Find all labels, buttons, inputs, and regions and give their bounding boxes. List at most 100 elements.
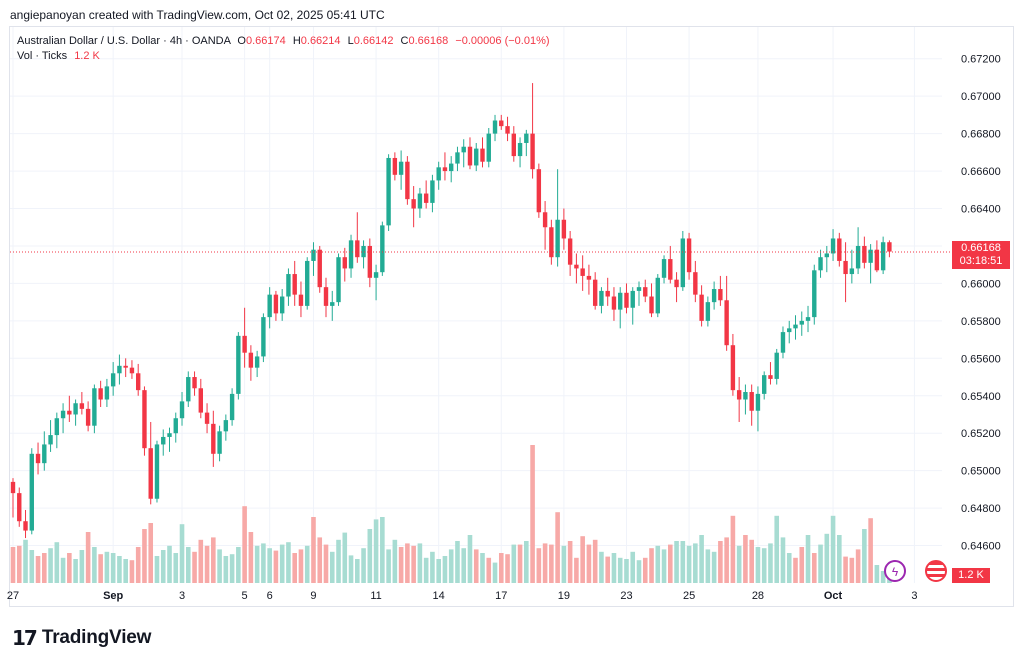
candle-body bbox=[411, 199, 416, 209]
candle-body bbox=[661, 259, 667, 278]
candle-body bbox=[780, 332, 786, 353]
volume-value: 1.2 K bbox=[74, 50, 100, 62]
volume-bar bbox=[661, 549, 667, 583]
volume-bar bbox=[386, 549, 391, 583]
candle bbox=[204, 403, 210, 434]
volume-bar bbox=[473, 549, 479, 583]
volume-bar bbox=[693, 543, 698, 583]
volume-bar bbox=[160, 550, 166, 583]
candle bbox=[686, 232, 692, 280]
us-flag-icon[interactable] bbox=[925, 560, 947, 582]
grid bbox=[10, 27, 942, 583]
volume-bar bbox=[761, 548, 767, 583]
tradingview-logo: 17 TradingView bbox=[12, 626, 151, 650]
volume-bar bbox=[605, 556, 610, 583]
volume-bar bbox=[492, 562, 498, 583]
volume-label: Vol · Ticks bbox=[17, 50, 68, 62]
candle-body bbox=[42, 444, 47, 464]
candle-body bbox=[248, 352, 254, 368]
volume-bar bbox=[567, 541, 573, 583]
chart-frame[interactable] bbox=[9, 26, 1014, 607]
time-axis[interactable]: 27 Sep 3 5 6 9 11 14 17 19 23 25 28 Oct 3 bbox=[7, 590, 918, 602]
volume-bar bbox=[824, 533, 830, 583]
candle bbox=[417, 187, 423, 218]
candle-body bbox=[417, 193, 423, 209]
candle-body bbox=[217, 431, 222, 454]
volume-bar bbox=[248, 532, 254, 583]
time-tick-label: 11 bbox=[370, 590, 381, 602]
candle bbox=[217, 425, 222, 462]
volume-bar bbox=[85, 532, 91, 583]
candle bbox=[380, 221, 385, 276]
candle-body bbox=[605, 290, 610, 297]
candle-body bbox=[67, 410, 72, 415]
candle bbox=[805, 305, 811, 333]
volume-bar bbox=[837, 535, 842, 583]
candle bbox=[286, 268, 291, 306]
candle-body bbox=[655, 277, 660, 314]
price-tick-label: 0.64800 bbox=[961, 503, 1001, 515]
legend-h-label: H bbox=[292, 35, 301, 47]
candle bbox=[580, 255, 585, 291]
volume-bar bbox=[104, 551, 110, 583]
candle-body bbox=[511, 133, 516, 157]
volume-bar bbox=[511, 544, 517, 583]
candle bbox=[467, 137, 473, 170]
candle bbox=[173, 412, 178, 443]
volume-bars bbox=[10, 445, 892, 583]
volume-bar bbox=[805, 535, 811, 583]
candle bbox=[355, 212, 360, 263]
candle bbox=[449, 156, 454, 183]
candle-body bbox=[517, 142, 523, 157]
candle bbox=[517, 137, 523, 168]
volume-bar bbox=[167, 545, 172, 583]
last-volume-tag: 1.2 K bbox=[952, 568, 990, 583]
candle-body bbox=[524, 133, 529, 143]
candle-body bbox=[179, 401, 185, 419]
candle bbox=[348, 234, 354, 278]
candle-body bbox=[98, 388, 103, 400]
volume-bar bbox=[117, 556, 122, 583]
candle-body bbox=[793, 324, 798, 329]
volume-bar bbox=[317, 537, 323, 583]
volume-bar bbox=[686, 545, 692, 583]
candle bbox=[110, 362, 116, 396]
candle-body bbox=[267, 294, 272, 318]
legend-c-value: 0.66168 bbox=[408, 35, 449, 47]
candle-body bbox=[261, 317, 266, 357]
candle bbox=[736, 377, 742, 422]
candle bbox=[730, 333, 736, 396]
candle-body bbox=[292, 274, 297, 295]
candle bbox=[511, 126, 516, 162]
volume-bar bbox=[755, 547, 761, 583]
candle-body bbox=[774, 352, 779, 379]
price-axis[interactable]: 0.672000.670000.668000.666000.664000.662… bbox=[961, 54, 1001, 553]
time-tick-label: 25 bbox=[683, 590, 695, 602]
volume-bar bbox=[279, 544, 285, 583]
candle-body bbox=[630, 290, 635, 308]
candle bbox=[743, 384, 748, 415]
candle bbox=[198, 378, 203, 419]
author-line: angiepanoyan created with TradingView.co… bbox=[10, 8, 385, 22]
candle bbox=[887, 240, 892, 258]
candle bbox=[574, 253, 579, 284]
candle-body bbox=[154, 444, 160, 499]
candle bbox=[843, 242, 848, 303]
volume-bar bbox=[536, 548, 542, 583]
candle-body bbox=[818, 257, 823, 271]
candle bbox=[762, 371, 767, 400]
candle-body bbox=[110, 373, 116, 387]
time-tick-label: 3 bbox=[911, 590, 917, 602]
candle bbox=[392, 152, 398, 181]
volume-bar bbox=[380, 517, 385, 583]
candle bbox=[179, 392, 185, 426]
chart-canvas[interactable]: 0.67200 0.67000 0.66800 0.66600 0.66400 0.662… bbox=[0, 0, 1024, 610]
volume-bar bbox=[60, 557, 66, 583]
time-tick-label: 27 bbox=[7, 590, 19, 602]
candle-body bbox=[693, 272, 698, 295]
lightning-icon[interactable]: ϟ bbox=[884, 560, 906, 582]
price-tick-label: 0.65000 bbox=[961, 466, 1001, 478]
volume-bar bbox=[192, 551, 197, 583]
candle bbox=[292, 260, 297, 306]
candles bbox=[10, 83, 892, 539]
